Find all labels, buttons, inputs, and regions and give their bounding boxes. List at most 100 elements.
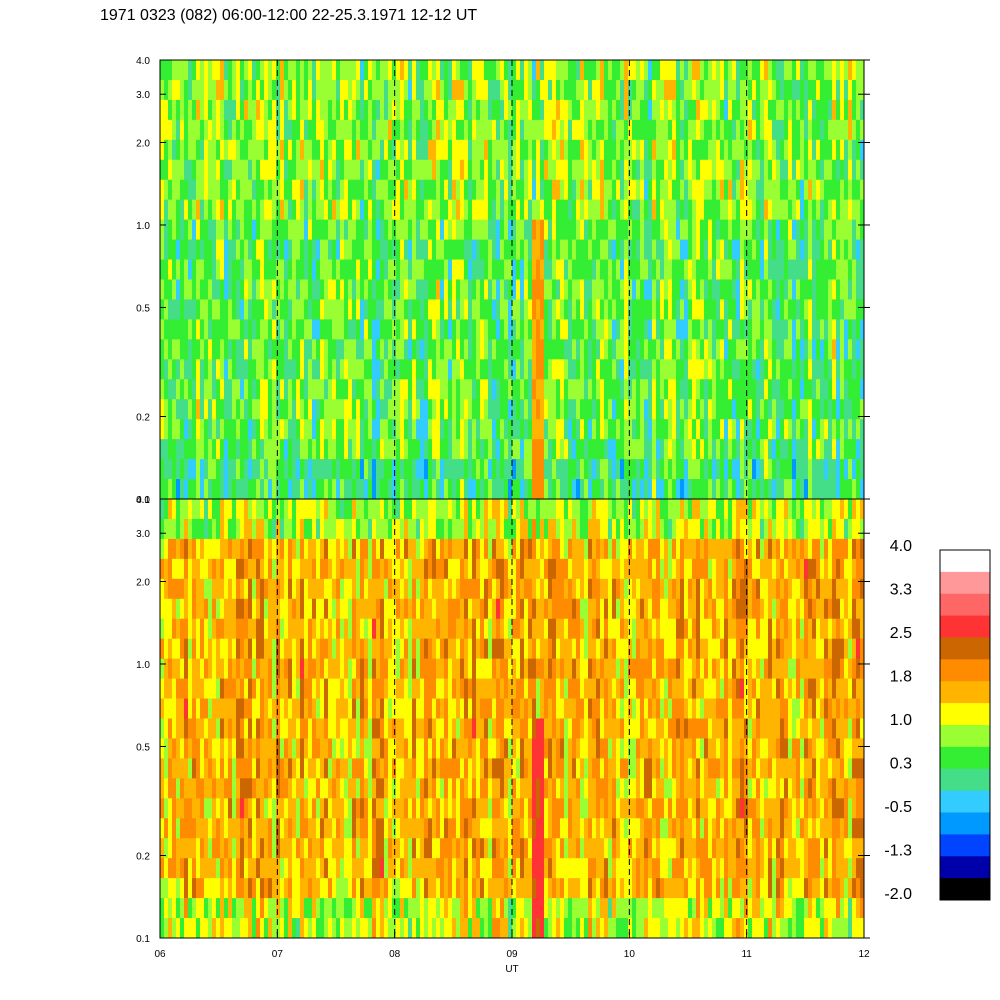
- heatmap-cell: [832, 179, 837, 201]
- heatmap-cell: [568, 399, 573, 420]
- heatmap-cell: [648, 60, 653, 81]
- heatmap-cell: [192, 399, 197, 420]
- heatmap-cell: [168, 858, 173, 879]
- heatmap-cell: [832, 479, 837, 500]
- heatmap-cell: [512, 279, 517, 300]
- heatmap-cell: [564, 219, 569, 240]
- heatmap-cell: [712, 359, 717, 380]
- heatmap-cell: [800, 359, 805, 380]
- heatmap-cell: [224, 558, 229, 580]
- upper-gridlines: [276, 60, 748, 499]
- heatmap-cell: [360, 279, 365, 300]
- heatmap-cell: [328, 219, 333, 240]
- heatmap-cell: [224, 199, 229, 221]
- heatmap-cell: [320, 618, 325, 640]
- heatmap-cell: [636, 60, 641, 81]
- heatmap-cell: [312, 838, 317, 859]
- heatmap-cell: [180, 918, 185, 939]
- heatmap-cell: [560, 359, 565, 380]
- heatmap-cell: [688, 439, 693, 460]
- heatmap-cell: [308, 299, 313, 320]
- heatmap-cell: [180, 838, 185, 859]
- heatmap-cell: [632, 179, 637, 201]
- heatmap-cell: [300, 658, 305, 679]
- heatmap-cell: [536, 99, 541, 121]
- heatmap-cell: [728, 79, 733, 101]
- heatmap-cell: [640, 299, 645, 320]
- heatmap-cell: [344, 439, 349, 460]
- heatmap-cell: [564, 379, 569, 400]
- heatmap-cell: [232, 718, 237, 739]
- heatmap-cell: [280, 79, 285, 101]
- heatmap-cell: [436, 359, 441, 380]
- heatmap-cell: [232, 798, 237, 819]
- heatmap-cell: [316, 698, 321, 719]
- heatmap-cell: [776, 359, 781, 380]
- heatmap-cell: [572, 259, 577, 280]
- heatmap-cell: [524, 219, 529, 240]
- heatmap-cell: [672, 179, 677, 201]
- heatmap-cell: [560, 179, 565, 201]
- heatmap-cell: [824, 359, 829, 380]
- heatmap-cell: [284, 199, 289, 221]
- heatmap-cell: [304, 399, 309, 420]
- heatmap-cell: [472, 279, 477, 300]
- heatmap-cell: [692, 359, 697, 380]
- heatmap-cell: [716, 119, 721, 141]
- heatmap-cell: [556, 339, 561, 360]
- heatmap-cell: [400, 299, 405, 320]
- heatmap-cell: [404, 179, 409, 201]
- heatmap-cell: [356, 638, 361, 660]
- heatmap-cell: [348, 838, 353, 859]
- heatmap-cell: [492, 119, 497, 141]
- heatmap-cell: [160, 60, 165, 81]
- heatmap-cell: [424, 159, 429, 181]
- heatmap-cell: [328, 499, 333, 520]
- heatmap-cell: [528, 479, 533, 500]
- heatmap-cell: [352, 419, 357, 440]
- heatmap-cell: [604, 319, 609, 340]
- heatmap-cell: [340, 618, 345, 640]
- heatmap-cell: [584, 239, 589, 260]
- heatmap-cell: [500, 459, 505, 480]
- heatmap-cell: [772, 99, 777, 121]
- heatmap-cell: [384, 60, 389, 81]
- heatmap-cell: [552, 139, 557, 161]
- heatmap-cell: [240, 858, 245, 879]
- heatmap-cell: [344, 618, 349, 640]
- heatmap-cell: [812, 199, 817, 221]
- heatmap-cell: [344, 818, 349, 839]
- heatmap-cell: [332, 798, 337, 819]
- heatmap-cell: [412, 79, 417, 101]
- heatmap-cell: [600, 299, 605, 320]
- heatmap-cell: [736, 379, 741, 400]
- heatmap-cell: [620, 359, 625, 380]
- heatmap-cell: [356, 598, 361, 620]
- heatmap-cell: [252, 439, 257, 460]
- heatmap-cell: [212, 858, 217, 879]
- heatmap-cell: [392, 239, 397, 260]
- heatmap-cell: [600, 139, 605, 161]
- heatmap-cell: [228, 818, 233, 839]
- heatmap-cell: [164, 538, 169, 560]
- heatmap-cell: [216, 818, 221, 839]
- heatmap-cell: [220, 678, 225, 699]
- heatmap-cell: [508, 299, 513, 320]
- heatmap-cell: [220, 239, 225, 260]
- heatmap-cell: [704, 199, 709, 221]
- heatmap-cell: [416, 299, 421, 320]
- heatmap-cell: [632, 439, 637, 460]
- heatmap-cell: [196, 818, 201, 839]
- heatmap-cell: [236, 159, 241, 181]
- heatmap-cell: [296, 99, 301, 121]
- heatmap-cell: [248, 518, 253, 540]
- heatmap-cell: [784, 79, 789, 101]
- heatmap-cell: [396, 319, 401, 340]
- heatmap-cell: [576, 60, 581, 81]
- heatmap-cell: [488, 219, 493, 240]
- heatmap-cell: [280, 578, 285, 600]
- heatmap-cell: [704, 459, 709, 480]
- heatmap-cell: [280, 439, 285, 460]
- heatmap-cell: [348, 479, 353, 500]
- heatmap-cell: [312, 179, 317, 201]
